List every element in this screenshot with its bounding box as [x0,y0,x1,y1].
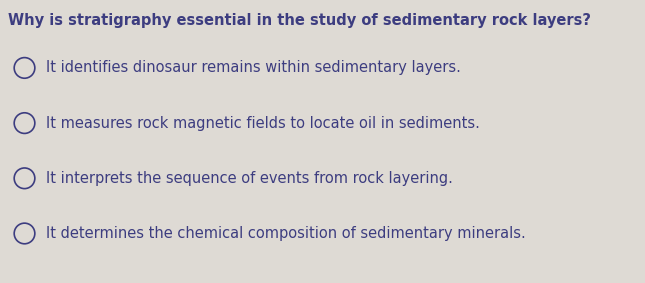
Text: It interprets the sequence of events from rock layering.: It interprets the sequence of events fro… [46,171,453,186]
Text: Why is stratigraphy essential in the study of sedimentary rock layers?: Why is stratigraphy essential in the stu… [8,13,591,28]
Text: It determines the chemical composition of sedimentary minerals.: It determines the chemical composition o… [46,226,526,241]
Text: It measures rock magnetic fields to locate oil in sediments.: It measures rock magnetic fields to loca… [46,115,481,131]
Text: It identifies dinosaur remains within sedimentary layers.: It identifies dinosaur remains within se… [46,60,461,76]
